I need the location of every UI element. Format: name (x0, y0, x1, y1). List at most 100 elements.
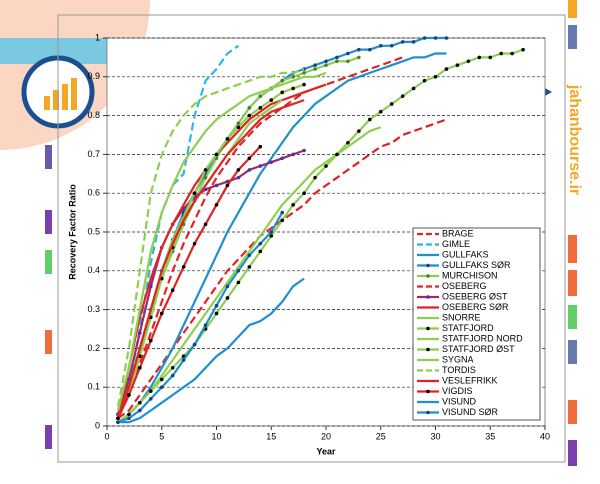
legend-label: TORDIS (442, 365, 476, 375)
marker (389, 102, 394, 106)
legend-label: OSEBERG ØST (442, 291, 508, 301)
marker (138, 400, 142, 405)
legend-marker (426, 274, 430, 278)
series-line (116, 83, 327, 419)
marker (258, 106, 263, 110)
marker (324, 59, 328, 64)
decor-bar (568, 0, 577, 18)
legend-label: VESLEFRIKK (442, 375, 498, 385)
marker (488, 55, 493, 60)
marker (192, 342, 197, 347)
legend-label: SNORRE (442, 312, 481, 322)
marker (170, 288, 175, 293)
legend-label: OSEBERG SØR (442, 302, 509, 312)
y-tick-label: 0.7 (87, 149, 100, 159)
marker (127, 412, 131, 417)
marker (291, 203, 295, 207)
marker (346, 140, 350, 145)
marker (411, 86, 416, 91)
marker (159, 385, 164, 390)
y-tick-label: 0.4 (87, 265, 100, 275)
series-line (118, 277, 305, 424)
marker (280, 78, 285, 83)
x-tick-label: 5 (159, 431, 164, 441)
marker (247, 265, 252, 269)
x-tick-label: 25 (376, 431, 386, 441)
decor-bar (45, 145, 52, 169)
legend-label: GIMLE (442, 239, 470, 249)
legend-marker (426, 326, 430, 331)
marker (214, 203, 219, 207)
marker (433, 75, 438, 79)
marker (302, 191, 306, 195)
marker (302, 82, 306, 87)
y-tick-label: 0.8 (87, 110, 100, 120)
marker (378, 43, 383, 48)
marker (236, 280, 241, 285)
marker (280, 210, 285, 215)
plot (103, 36, 546, 430)
marker (291, 86, 295, 91)
marker (214, 311, 219, 316)
marker (258, 241, 263, 246)
marker (247, 156, 252, 161)
x-axis-label: Year (316, 446, 336, 456)
y-tick-label: 0 (95, 420, 100, 430)
legend-marker (426, 410, 430, 415)
marker (477, 55, 482, 60)
legend (412, 227, 541, 421)
marker (181, 358, 186, 362)
marker (181, 265, 186, 269)
decor-bar (45, 250, 52, 274)
marker (335, 55, 339, 60)
marker (302, 148, 306, 153)
series-line (117, 52, 447, 423)
marker (225, 296, 230, 300)
marker (149, 397, 153, 401)
marker (247, 113, 252, 118)
marker (258, 94, 263, 98)
marker (203, 168, 208, 172)
marker (258, 144, 263, 149)
marker (192, 191, 197, 195)
logo-bar (44, 96, 50, 110)
y-tick-label: 0.2 (87, 343, 100, 353)
legend-label: SYGNA (442, 354, 474, 364)
marker (411, 40, 416, 44)
marker (389, 43, 394, 48)
marker (138, 408, 142, 413)
series-line (117, 83, 305, 419)
marker (466, 59, 471, 64)
decor-bar (45, 330, 52, 354)
marker (346, 59, 350, 64)
marker (192, 241, 197, 246)
series-line (117, 56, 404, 419)
marker (159, 377, 164, 382)
legend-label: STATFJORD (442, 323, 494, 333)
marker (357, 129, 361, 133)
marker (444, 36, 449, 40)
watermark: jahanbourse.ir (566, 84, 583, 195)
y-tick-label: 0.9 (87, 71, 100, 81)
marker (170, 366, 175, 370)
marker (203, 175, 208, 180)
marker (269, 160, 274, 164)
marker (138, 366, 142, 370)
decor-bar (568, 235, 577, 263)
decor-bar (45, 210, 52, 234)
y-axis-label: Recovery Factor Ratio (67, 184, 77, 280)
decor-bar (568, 440, 577, 466)
marker (280, 156, 285, 161)
series-line (116, 99, 305, 419)
legend-marker (426, 263, 430, 268)
marker (324, 164, 328, 168)
series-line (117, 48, 524, 423)
series-line (116, 149, 305, 415)
marker (269, 98, 274, 102)
legend-label: GULLFAKS (442, 249, 489, 259)
series-line (116, 71, 327, 411)
decor-bar (45, 425, 52, 449)
marker (149, 389, 153, 393)
marker (127, 416, 131, 421)
